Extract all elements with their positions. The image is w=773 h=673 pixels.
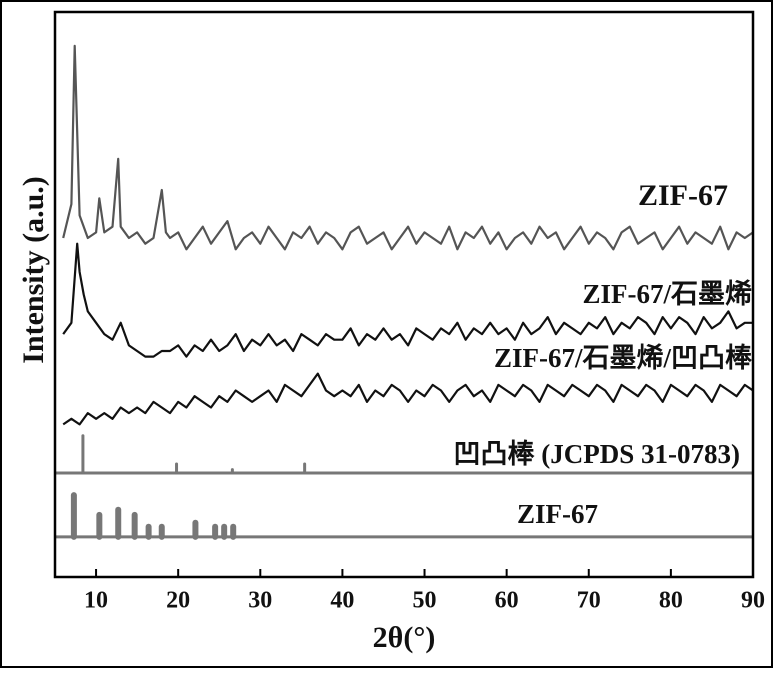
xrd-trace xyxy=(62,372,754,426)
x-tick-label: 30 xyxy=(248,588,272,614)
reference-label: ZIF-67 xyxy=(517,499,598,529)
x-tick-label: 50 xyxy=(413,588,437,614)
series-label: ZIF-67/石墨烯/凹凸棒 xyxy=(494,343,753,373)
x-tick-label: 60 xyxy=(495,588,519,614)
x-tick-label: 20 xyxy=(166,588,190,614)
x-tick-label: 90 xyxy=(741,588,765,614)
plot-frame xyxy=(53,10,755,579)
x-tick-label: 40 xyxy=(330,588,354,614)
xrd-trace xyxy=(62,242,753,358)
x-axis-label: 2θ(°) xyxy=(373,621,436,654)
x-tick-label: 10 xyxy=(84,588,108,614)
reference-label: 凹凸棒 (JCPDS 31-0783) xyxy=(454,439,740,469)
x-tick-label: 80 xyxy=(659,588,683,614)
series-label: ZIF-67 xyxy=(638,179,728,212)
y-axis-label: Intensity (a.u.) xyxy=(17,176,50,364)
series-label: ZIF-67/石墨烯 xyxy=(582,279,752,309)
xrd-trace xyxy=(62,44,754,251)
x-tick-label: 70 xyxy=(577,588,601,614)
